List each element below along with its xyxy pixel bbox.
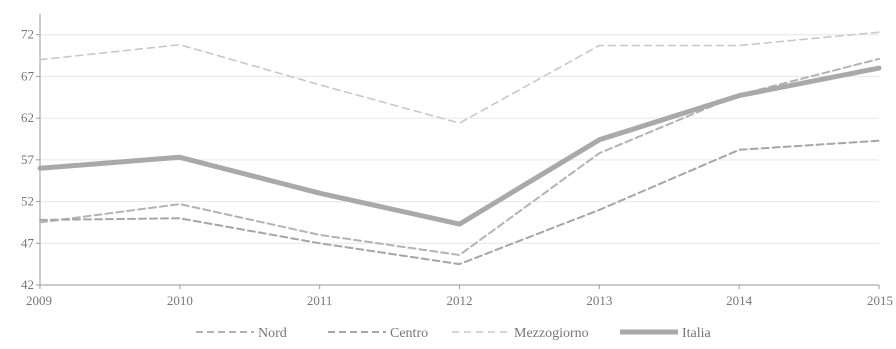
x-tick-label: 2009 [26,293,52,308]
legend-label-mezzogiorno: Mezzogiorno [514,326,589,341]
x-tick-labels: 2009 2010 2011 2012 2013 2014 2015 [26,293,893,308]
x-tick-label: 2012 [447,293,473,308]
y-tick-label: 47 [21,235,35,250]
legend-label-italia: Italia [682,326,712,341]
y-tick-label: 62 [21,110,34,125]
x-tick-label: 2014 [726,293,753,308]
y-tick-label: 52 [21,194,34,209]
gridlines [40,34,879,244]
series-lines [37,31,882,266]
x-tick-label: 2015 [867,293,893,308]
y-tick-label: 57 [21,152,35,167]
x-tick-label: 2013 [586,293,612,308]
x-tick-label: 2011 [307,293,333,308]
series-line-centro [39,139,880,266]
legend: Nord Centro Mezzogiorno Italia [196,326,712,341]
legend-label-centro: Centro [390,326,428,341]
y-tick-label: 67 [21,68,35,83]
y-tick-labels: 42 47 52 57 62 67 72 [21,27,35,292]
series-line-italia [37,65,882,227]
legend-label-nord: Nord [258,326,287,341]
y-tick-label: 72 [21,27,34,42]
axes [36,14,880,289]
series-line-mezzogiorno [39,31,880,124]
y-tick-label: 42 [21,277,34,292]
x-tick-label: 2010 [167,293,193,308]
